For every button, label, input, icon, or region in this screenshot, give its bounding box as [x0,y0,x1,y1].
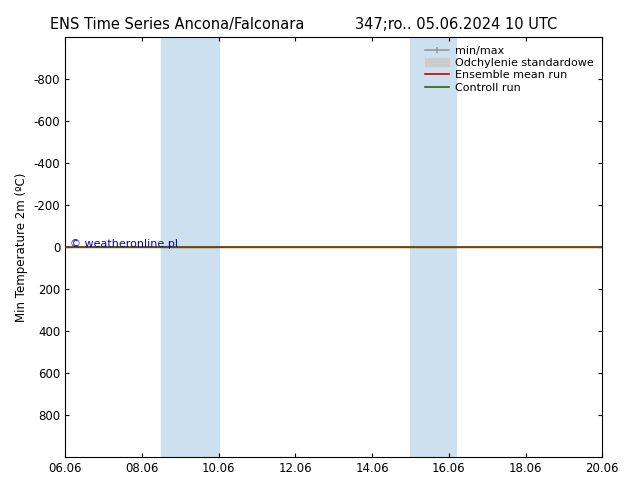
Text: © weatheronline.pl: © weatheronline.pl [70,239,178,249]
Legend: min/max, Odchylenie standardowe, Ensemble mean run, Controll run: min/max, Odchylenie standardowe, Ensembl… [421,43,597,96]
Bar [161,37,219,457]
Y-axis label: Min Temperature 2m (ºC): Min Temperature 2m (ºC) [15,172,28,322]
Bar [410,37,456,457]
Text: 347;ro.. 05.06.2024 10 UTC: 347;ro.. 05.06.2024 10 UTC [355,17,558,32]
Text: ENS Time Series Ancona/Falconara: ENS Time Series Ancona/Falconara [50,17,305,32]
